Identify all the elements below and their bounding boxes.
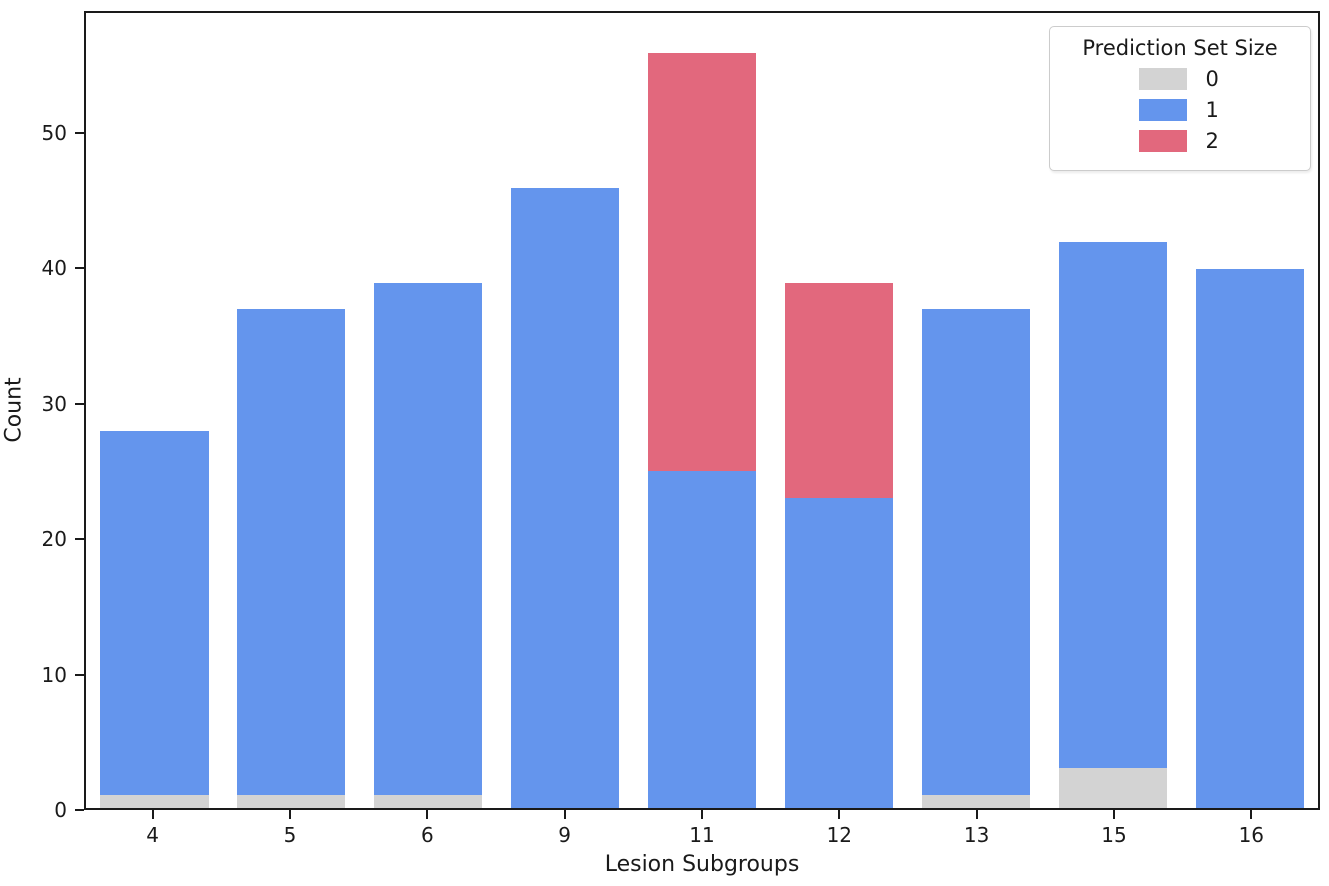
- bar-12-segment-set-2: [784, 282, 893, 499]
- x-tick-label: 15: [1101, 823, 1127, 847]
- legend-label: 2: [1205, 129, 1219, 153]
- x-tick-6: 6: [359, 810, 496, 852]
- x-tick-mark: [426, 810, 429, 819]
- x-axis-label: Lesion Subgroups: [604, 852, 800, 877]
- bar-5-segment-set-0: [237, 794, 346, 808]
- bar-slot-11: [634, 13, 771, 808]
- y-tick-mark: [75, 673, 84, 676]
- x-tick-11: 11: [633, 810, 770, 852]
- bars-container: [86, 13, 1318, 808]
- x-tick-label: 11: [689, 823, 715, 847]
- bar-slot-4: [86, 13, 223, 808]
- y-tick-mark: [75, 267, 84, 270]
- legend: Prediction Set Size 0 1 2: [1049, 26, 1311, 171]
- bar-15: [1058, 13, 1167, 808]
- y-tick-label: 40: [41, 256, 67, 281]
- x-axis-ticks: 4 5 6 9 11 12 13 15 16: [84, 810, 1320, 852]
- y-tick-label: 50: [41, 120, 67, 145]
- bar-slot-16: [1181, 13, 1318, 808]
- x-tick-label: 6: [420, 823, 434, 847]
- legend-swatch-1: [1138, 99, 1187, 121]
- x-tick-label: 5: [283, 823, 297, 847]
- bar-16: [1195, 13, 1304, 808]
- bar-13: [921, 13, 1030, 808]
- bar-13-segment-set-0: [921, 794, 1030, 808]
- x-tick-12: 12: [771, 810, 908, 852]
- legend-swatch-0: [1138, 68, 1187, 90]
- bar-4: [100, 13, 209, 808]
- bar-12-segment-set-1: [784, 498, 893, 808]
- bar-13-segment-set-1: [921, 309, 1030, 795]
- legend-item-2: 2: [1064, 129, 1296, 153]
- legend-items: 0 1 2: [1064, 67, 1296, 153]
- x-tick-mark: [838, 810, 841, 819]
- y-tick-mark: [75, 402, 84, 405]
- bar-4-segment-set-0: [100, 794, 209, 808]
- x-tick-16: 16: [1183, 810, 1320, 852]
- bar-5-segment-set-1: [237, 309, 346, 795]
- x-tick-label: 9: [558, 823, 572, 847]
- bar-4-segment-set-1: [100, 430, 209, 795]
- x-tick-13: 13: [908, 810, 1045, 852]
- bar-11-segment-set-1: [647, 471, 757, 808]
- x-tick-15: 15: [1045, 810, 1182, 852]
- bar-6-segment-set-1: [374, 282, 483, 795]
- x-tick-mark: [563, 810, 566, 819]
- x-tick-mark: [700, 810, 703, 819]
- legend-swatch-2: [1138, 130, 1187, 152]
- y-tick-label: 0: [54, 798, 67, 822]
- y-axis-ticks: 0 10 20 30 40 50: [0, 11, 84, 822]
- x-tick-9: 9: [496, 810, 633, 852]
- y-tick-label: 20: [41, 527, 67, 552]
- bar-6-segment-set-0: [374, 794, 483, 808]
- legend-item-1: 1: [1064, 98, 1296, 122]
- bar-slot-6: [360, 13, 497, 808]
- y-tick-mark: [75, 809, 84, 811]
- x-tick-mark: [975, 810, 978, 819]
- bar-slot-12: [770, 13, 907, 808]
- y-tick-label: 10: [41, 662, 67, 687]
- y-tick-mark: [75, 538, 84, 541]
- y-tick-mark: [75, 131, 84, 134]
- bar-slot-15: [1044, 13, 1181, 808]
- bar-11: [647, 13, 757, 808]
- x-tick-mark: [1250, 810, 1253, 819]
- bar-9-segment-set-1: [511, 188, 620, 808]
- legend-label: 0: [1205, 67, 1219, 91]
- bar-slot-9: [497, 13, 634, 808]
- bar-9: [511, 13, 620, 808]
- bar-11-segment-set-2: [647, 53, 757, 472]
- bar-5: [237, 13, 346, 808]
- x-tick-label: 4: [146, 823, 160, 847]
- x-tick-label: 16: [1238, 823, 1265, 847]
- bar-slot-5: [223, 13, 360, 808]
- bar-15-segment-set-0: [1058, 767, 1167, 808]
- x-tick-4: 4: [84, 810, 221, 852]
- legend-label: 1: [1205, 98, 1219, 122]
- bar-6: [374, 13, 483, 808]
- bar-16-segment-set-1: [1195, 269, 1304, 808]
- x-tick-5: 5: [221, 810, 358, 852]
- x-tick-label: 13: [963, 823, 990, 847]
- plot-area: Prediction Set Size 0 1 2: [84, 11, 1320, 810]
- bar-12: [784, 13, 893, 808]
- x-tick-mark: [288, 810, 291, 819]
- y-tick-label: 30: [41, 391, 67, 416]
- x-tick-label: 12: [826, 823, 853, 847]
- bar-slot-13: [907, 13, 1044, 808]
- legend-title: Prediction Set Size: [1082, 36, 1278, 60]
- legend-item-0: 0: [1064, 67, 1296, 91]
- y-axis-label: Count: [1, 377, 27, 443]
- x-tick-mark: [1112, 810, 1115, 819]
- bar-15-segment-set-1: [1058, 242, 1167, 768]
- x-tick-mark: [151, 810, 154, 819]
